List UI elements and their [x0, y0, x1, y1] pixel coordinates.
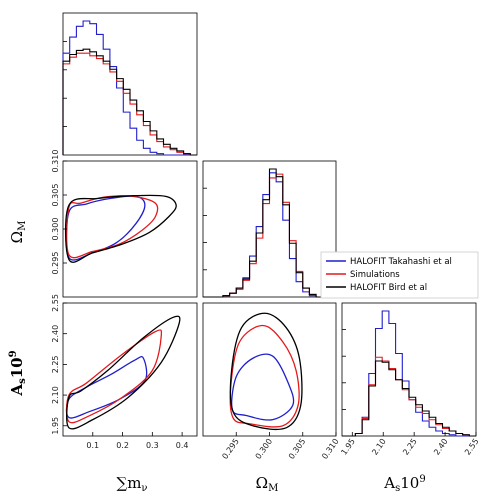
contour-mnu-omega-bird: [64, 194, 177, 263]
hist-mnu-simulations: [62, 52, 197, 156]
panel-mnu-as-xtick-label: 0.1: [86, 441, 99, 450]
panel-hist-as-xtick-label: 2.55: [463, 437, 481, 457]
legend-entry-label: HALOFIT Takahashi et al: [350, 257, 452, 267]
contour-mnu-as-bird: [66, 315, 181, 430]
panel-mnu-as-ytick-label: 2.55: [51, 294, 60, 312]
contour-omega-as-bird: [229, 312, 303, 431]
axis-labels-layer: ΩM As109 ∑mν ΩM As109: [8, 221, 426, 494]
hist-as-takahashi: [342, 310, 476, 437]
panel-mnu-as-xtick-label: 0.3: [146, 441, 159, 450]
legend: HALOFIT Takahashi et al Simulations HALOFI…: [320, 251, 479, 299]
panel-omega-as-xtick-label: 0.300: [254, 437, 275, 461]
xlabel-omega-m: ΩM: [256, 474, 279, 494]
panel-omega-as-xtick-label: 0.295: [220, 437, 241, 461]
panel-omega-as-xtick-label: 0.310: [320, 437, 341, 461]
contour-omega-as-takahashi: [231, 353, 295, 421]
panel-mnu-omega-ytick-label: 0.295: [51, 252, 60, 275]
hist-omega-bird: [203, 168, 336, 298]
panel-mnu-as-ytick-label: 2.25: [51, 355, 60, 373]
panel-hist-as-xtick-label: 1.95: [339, 437, 357, 457]
panel-hist-as-xtick-label: 2.25: [401, 437, 419, 457]
xlabel-sum-mnu: ∑mν: [116, 474, 147, 494]
legend-frame: [320, 251, 479, 299]
legend-entry-label: Simulations: [350, 270, 400, 280]
panel-mnu-omega-ytick-label: 0.310: [51, 150, 60, 173]
panel-mnu-omega-frame: [62, 160, 198, 298]
panel-hist-as-frame: [341, 302, 477, 437]
panel-mnu-as-ytick-label: 1.95: [51, 417, 60, 435]
contour-mnu-omega-takahashi: [65, 195, 146, 261]
panel-mnu-omega-ytick-label: 0.305: [51, 184, 60, 207]
panels-layer: 0.2950.3000.3050.3101.952.102.252.402.55…: [51, 12, 481, 461]
contour-omega-as-simulations: [229, 324, 300, 428]
panel-omega-as-xtick-label: 0.305: [287, 437, 308, 461]
panel-mnu-as-xtick-label: 0.4: [176, 441, 189, 450]
panel-mnu-omega-ytick-label: 0.300: [51, 218, 60, 241]
hist-as-bird: [342, 360, 476, 437]
hist-mnu-bird: [62, 48, 197, 156]
panel-hist-omega-frame: [202, 160, 337, 298]
contour-mnu-as-simulations: [65, 329, 163, 424]
xlabel-as: As109: [383, 474, 425, 494]
panel-omega-as-frame: [202, 302, 337, 437]
ylabel-as: As109: [8, 350, 28, 396]
ylabel-omega-m: ΩM: [8, 221, 28, 244]
panel-hist-as-xtick-label: 2.40: [432, 437, 450, 457]
panel-hist-as-xtick-label: 2.10: [370, 437, 388, 457]
panel-mnu-as-xtick-label: 0.2: [116, 441, 129, 450]
panel-mnu-as-ytick-label: 2.40: [51, 325, 60, 343]
legend-entry-label: HALOFIT Bird et al: [350, 283, 427, 293]
hist-mnu-takahashi: [62, 20, 197, 156]
panel-hist-mnu-frame: [62, 12, 198, 156]
panel-mnu-as-ytick-label: 2.10: [51, 386, 60, 404]
panel-mnu-as-frame: [62, 302, 198, 437]
